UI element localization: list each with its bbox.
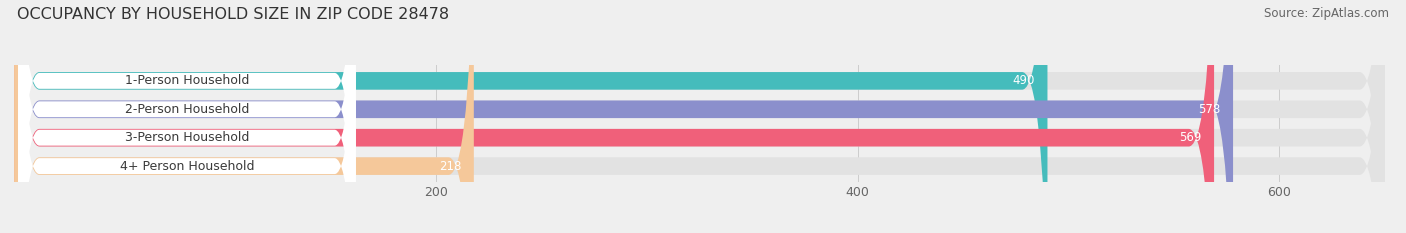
FancyBboxPatch shape — [14, 0, 1215, 233]
Text: 490: 490 — [1012, 74, 1035, 87]
Text: OCCUPANCY BY HOUSEHOLD SIZE IN ZIP CODE 28478: OCCUPANCY BY HOUSEHOLD SIZE IN ZIP CODE … — [17, 7, 449, 22]
FancyBboxPatch shape — [14, 0, 1385, 233]
Text: 578: 578 — [1198, 103, 1220, 116]
FancyBboxPatch shape — [18, 0, 356, 233]
Text: 4+ Person Household: 4+ Person Household — [120, 160, 254, 173]
Text: 2-Person Household: 2-Person Household — [125, 103, 249, 116]
FancyBboxPatch shape — [14, 0, 1385, 233]
Text: 1-Person Household: 1-Person Household — [125, 74, 249, 87]
FancyBboxPatch shape — [18, 0, 356, 233]
Text: 3-Person Household: 3-Person Household — [125, 131, 249, 144]
FancyBboxPatch shape — [14, 0, 1385, 233]
FancyBboxPatch shape — [14, 0, 474, 233]
Text: 569: 569 — [1180, 131, 1202, 144]
FancyBboxPatch shape — [14, 0, 1047, 233]
FancyBboxPatch shape — [14, 0, 1233, 233]
Text: 218: 218 — [439, 160, 461, 173]
FancyBboxPatch shape — [14, 0, 1385, 233]
Text: Source: ZipAtlas.com: Source: ZipAtlas.com — [1264, 7, 1389, 20]
FancyBboxPatch shape — [18, 0, 356, 233]
FancyBboxPatch shape — [18, 0, 356, 233]
